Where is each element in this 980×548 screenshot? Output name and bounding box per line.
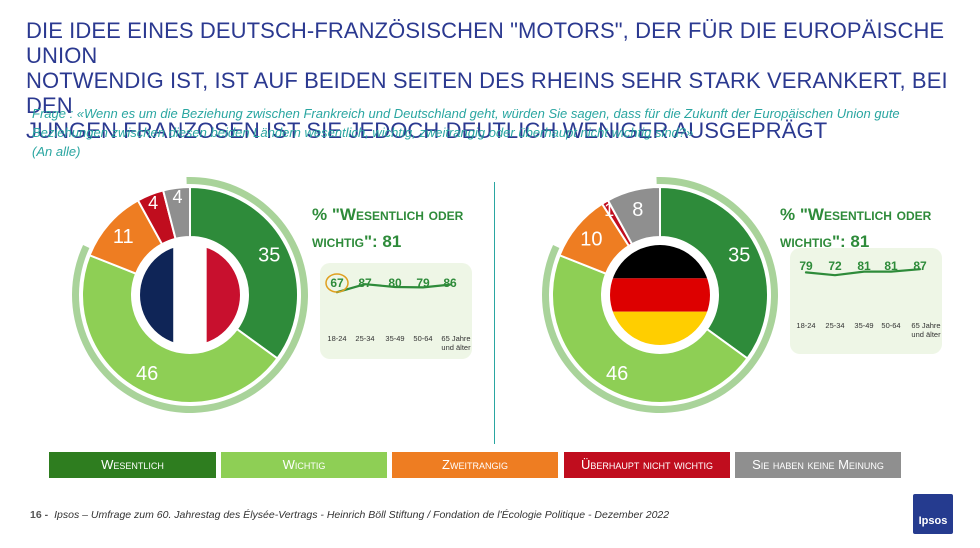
legend-zweitrangig: Zweitrangig — [392, 452, 558, 478]
chart-divider — [494, 182, 495, 444]
age-group-label: 50-64 — [881, 321, 900, 330]
age-group-label: und älter — [441, 343, 471, 352]
donut-slice-wesentlich — [189, 185, 299, 360]
slice-label-nicht-wichtig: 4 — [148, 193, 158, 213]
germany-kpi-line1: % "Wesentlich oder — [780, 205, 932, 224]
slice-label-wesentlich: 35 — [258, 245, 280, 267]
age-value-label: 86 — [443, 276, 457, 290]
france-age-line-chart: 67 87 80 79 86 18-24 25-34 35-49 50-64 65 Jahreun… — [325, 273, 471, 352]
donut-slice-wichtig — [551, 253, 749, 404]
age-value-label: 81 — [857, 259, 871, 273]
footer: 16 - Ipsos – Umfrage zum 60. Jahrestag de… — [30, 509, 669, 521]
donut-slice-wesentlich — [659, 185, 769, 360]
france-kpi-line1: % "Wesentlich oder — [312, 205, 464, 224]
france-kpi: % "Wesentlich oder wichtig": 81 — [312, 201, 463, 255]
donut-slice-wichtig — [81, 253, 279, 404]
question-line: Beziehungen zwischen diesen beiden Lände… — [32, 125, 694, 140]
age-group-label: 18-24 — [796, 321, 815, 330]
slice-label-zweitrangig: 10 — [580, 228, 602, 250]
age-value-label: 72 — [828, 259, 842, 273]
germany-flag-icon — [610, 245, 710, 345]
age-group-label: 35-49 — [385, 334, 404, 343]
age-group-label: 35-49 — [854, 321, 873, 330]
page-number: 16 - — [30, 509, 49, 521]
title-line: DIE IDEE EINES DEUTSCH-FRANZÖSISCHEN "MO… — [26, 18, 945, 68]
survey-question: Frage : «Wenn es um die Beziehung zwisch… — [32, 104, 932, 161]
slice-label-nicht-wichtig: 1 — [604, 200, 614, 220]
question-base: (An alle) — [32, 144, 81, 159]
slice-label-keine-meinung: 8 — [632, 199, 643, 221]
age-series-line — [804, 268, 922, 277]
age-value-label: 87 — [358, 276, 372, 290]
france-age-breakdown: 67 87 80 79 86 18-24 25-34 35-49 50-64 65 Jahre un… — [320, 263, 472, 359]
age-series-line — [335, 283, 452, 294]
age-group-label: 65 Jahre — [911, 321, 940, 330]
title-line: JUNGEN FRANZOSEN IST SIE JEDOCH DEUTLICH… — [26, 118, 828, 143]
age-value-label: 79 — [416, 276, 430, 290]
age-group-label: 18-24 — [327, 334, 346, 343]
slice-label-zweitrangig: 11 — [113, 226, 134, 248]
age-value-label: 87 — [913, 259, 927, 273]
legend-wichtig: Wichtig — [221, 452, 387, 478]
age-value-label: 67 — [330, 276, 344, 290]
age-value-label: 79 — [799, 259, 813, 273]
age-group-label: und älter — [911, 330, 941, 339]
age-group-label: 25-34 — [355, 334, 374, 343]
germany-kpi-line2: wichtig": 81 — [780, 232, 870, 251]
source-note: Ipsos – Umfrage zum 60. Jahrestag des Él… — [54, 509, 670, 521]
age-group-label: 25-34 — [825, 321, 844, 330]
age-value-label: 81 — [884, 259, 898, 273]
legend-keine-meinung: Sie haben keine Meinung — [735, 452, 901, 478]
page-title: DIE IDEE EINES DEUTSCH-FRANZÖSISCHEN "MO… — [26, 18, 956, 143]
donut-slice-keine-meinung — [606, 185, 661, 246]
germany-age-breakdown: 79 72 81 81 87 18-24 25-34 35-49 50-64 65 Jahre un… — [790, 248, 942, 354]
question-line: Frage : «Wenn es um die Beziehung zwisch… — [32, 106, 900, 121]
slice-label-wichtig: 46 — [136, 363, 158, 385]
slice-label-wichtig: 46 — [606, 363, 628, 385]
highlight-circle — [325, 273, 349, 293]
slice-label-wesentlich: 35 — [728, 245, 750, 267]
title-line: NOTWENDIG IST, IST AUF BEIDEN SEITEN DES… — [26, 68, 948, 118]
legend-wesentlich: Wesentlich — [49, 452, 216, 478]
germany-kpi: % "Wesentlich oder wichtig": 81 — [780, 201, 931, 255]
slice-label-keine-meinung: 4 — [172, 187, 182, 207]
ipsos-logo: Ipsos — [913, 494, 953, 534]
germany-age-line-chart: 79 72 81 81 87 18-24 25-34 35-49 50-64 65 Jahreun… — [796, 259, 941, 339]
age-value-label: 80 — [388, 276, 402, 290]
legend-nicht-wichtig: Überhaupt nicht wichtig — [564, 452, 730, 478]
france-kpi-line2: wichtig": 81 — [312, 232, 402, 251]
age-group-label: 65 Jahre — [441, 334, 470, 343]
age-group-label: 50-64 — [413, 334, 432, 343]
donut-slice-keine-meinung — [161, 185, 191, 241]
